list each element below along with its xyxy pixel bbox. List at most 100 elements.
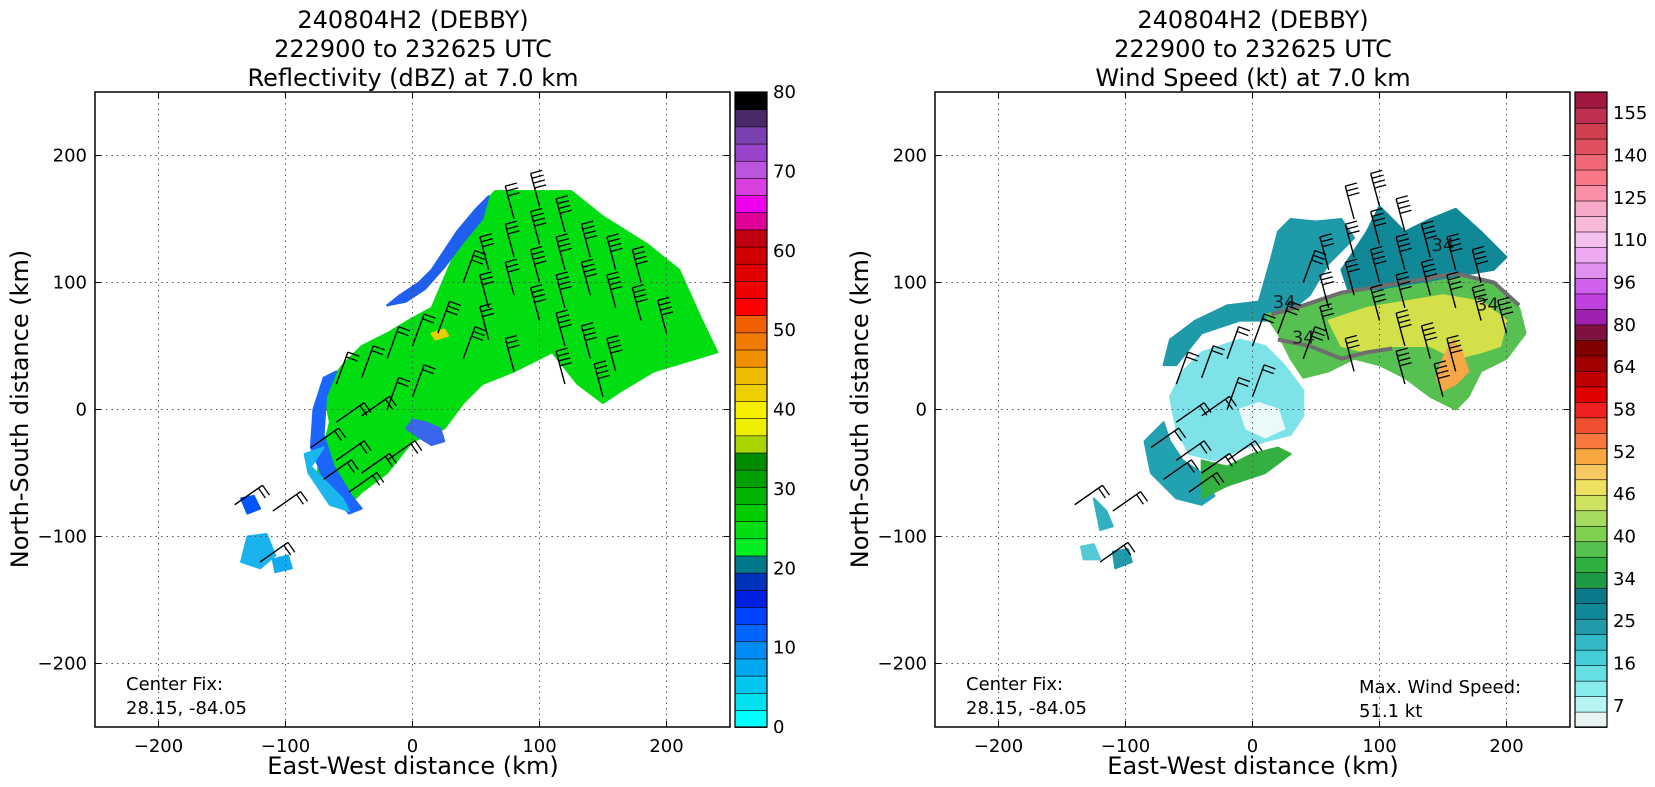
colorbar-swatch: [734, 400, 768, 419]
x-tick-label: −200: [974, 736, 1023, 757]
colorbar-swatch: [1574, 711, 1608, 728]
wind-barb: [1226, 326, 1251, 359]
colorbar-swatch: [734, 709, 768, 728]
colorbar-swatch: [734, 349, 768, 368]
wind-barb: [555, 347, 572, 385]
chart-title-line-1: 240804H2 (DEBBY): [297, 6, 528, 34]
echo-region: [1080, 543, 1102, 561]
wind-barb: [1251, 313, 1276, 347]
wind-barb: [1395, 233, 1412, 270]
colorbar-swatch: [1574, 385, 1608, 403]
wind-barb: [1074, 484, 1110, 506]
colorbar-swatch: [734, 228, 768, 248]
wind-barb: [386, 326, 411, 359]
colorbar-swatch: [1574, 339, 1608, 357]
x-tick-label: 100: [1362, 736, 1396, 757]
wind-barb: [462, 326, 487, 359]
wind-barb: [504, 334, 520, 372]
wind-barb: [335, 440, 372, 461]
colorbar-swatch: [1574, 324, 1608, 341]
wind-barb: [1175, 440, 1212, 461]
wind-barb: [504, 220, 520, 258]
y-tick-label: −200: [878, 654, 927, 675]
colorbar-swatch: [734, 623, 768, 643]
wind-barb: [555, 271, 572, 309]
colorbar-swatch: [734, 469, 768, 488]
colorbar-swatch: [1574, 370, 1608, 388]
wind-speed-field: [1080, 205, 1527, 570]
wind-barb: [1446, 334, 1463, 372]
axis-ticks: −200 −100 0 100 200 −200 −100 0 100 200: [38, 92, 730, 757]
wind-barb: [361, 345, 385, 378]
wind-barb: [437, 300, 462, 334]
wind-barb: [1188, 471, 1225, 493]
wind-barb: [1433, 360, 1450, 397]
x-tick-label: 0: [407, 736, 418, 757]
wind-barbs: [234, 169, 674, 563]
wind-barb: [1112, 491, 1149, 512]
wind-barb: [1344, 334, 1360, 372]
colorbar-swatch: [1574, 571, 1608, 589]
wind-barb: [1420, 258, 1438, 296]
colorbar-tick-label: 10: [773, 638, 796, 659]
colorbar-swatch: [1574, 153, 1608, 171]
wind-barb: [1319, 271, 1335, 309]
echo-region: [405, 418, 446, 447]
colorbar-swatch: [734, 263, 768, 282]
wind-barb: [1251, 364, 1276, 398]
colorbar-tick-label: 58: [1613, 400, 1636, 421]
colorbar-swatch: [1574, 556, 1608, 574]
colorbar-tick-label: 40: [1613, 527, 1636, 548]
wind-barbs: [1074, 169, 1514, 563]
wind-barb: [555, 195, 572, 232]
wind-barb: [1319, 303, 1335, 340]
wind-barb: [504, 182, 520, 220]
y-tick-label: 0: [76, 400, 87, 421]
colorbar-tick-label: 110: [1613, 230, 1647, 251]
colorbar-swatch: [1574, 138, 1608, 155]
contour-label: 34: [1476, 294, 1499, 315]
reflectivity-panel: 240804H2 (DEBBY) 222900 to 232625 UTC Re…: [6, 6, 796, 780]
colorbar-swatch: [1574, 416, 1608, 434]
colorbar-tick-label: 25: [1613, 611, 1636, 632]
y-tick-label: 200: [893, 146, 927, 167]
wind-barb: [1446, 233, 1463, 270]
wind-barb: [530, 207, 547, 245]
y-tick-label: 200: [53, 146, 87, 167]
grid-lines: [95, 92, 730, 727]
colorbar-tick-label: 125: [1613, 188, 1647, 209]
wind-barb: [593, 360, 610, 397]
wind-barb: [1370, 284, 1387, 321]
colorbar-swatch: [734, 211, 768, 231]
wind-barb: [1395, 195, 1412, 232]
wind-barb: [1163, 459, 1199, 480]
colorbar: 7 16 25 34 40 46 52 58 64 80 96 110 125 140 155: [1574, 91, 1647, 728]
wind-barb: [1395, 309, 1412, 347]
echo-region: [271, 554, 293, 574]
colorbar-swatch: [1574, 169, 1608, 186]
echo-region: [303, 446, 350, 513]
colorbar-tick-label: 140: [1613, 146, 1647, 167]
wind-barb: [1471, 284, 1488, 321]
colorbar-swatch: [734, 91, 768, 111]
wind-barb: [272, 491, 309, 512]
colorbar-swatch: [1574, 447, 1608, 465]
wind-barb: [1344, 182, 1360, 220]
wind-barb: [1344, 220, 1360, 258]
colorbar-tick-label: 80: [1613, 315, 1636, 336]
wind-barb: [479, 233, 495, 270]
colorbar-swatch: [1574, 401, 1608, 419]
wind-barb: [479, 271, 495, 309]
wind-barb: [580, 258, 598, 296]
wind-barb: [1370, 169, 1387, 207]
y-tick-label: 100: [893, 273, 927, 294]
wind-barb: [1497, 296, 1514, 334]
colorbar-tick-label: 40: [773, 400, 796, 421]
colorbar-swatch: [1574, 664, 1608, 682]
colorbar-tick-label: 52: [1613, 442, 1636, 463]
colorbar-swatch: [1574, 680, 1608, 697]
colorbar-swatch: [1574, 246, 1608, 264]
colorbar-swatch: [734, 640, 768, 660]
chart-title-line-2: 222900 to 232625 UTC: [1114, 35, 1392, 63]
colorbar-swatch: [1574, 122, 1608, 140]
